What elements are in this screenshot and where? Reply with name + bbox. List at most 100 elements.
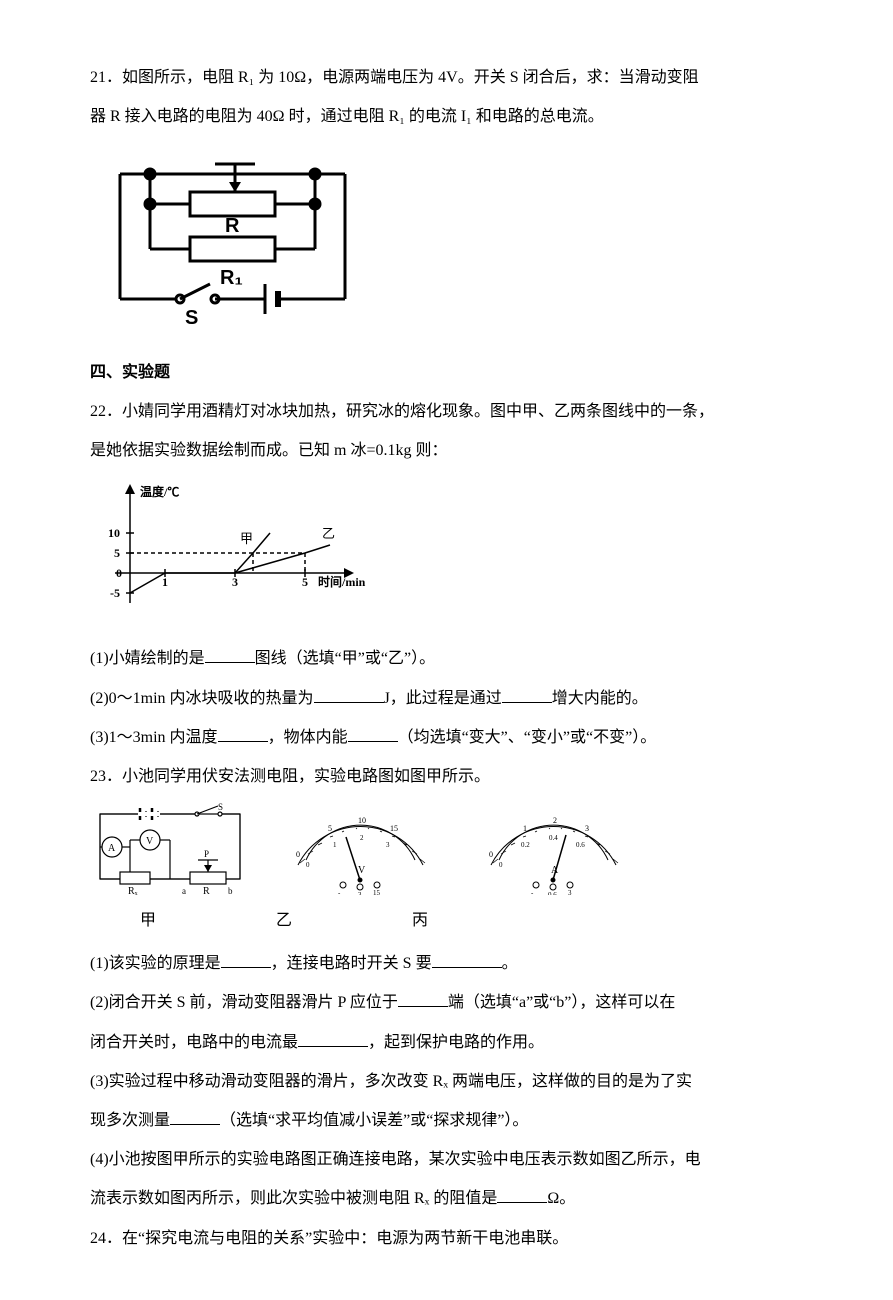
blank	[218, 726, 268, 742]
blank	[432, 952, 502, 968]
q23-sub3-l1: (3)实验过程中移动滑动变阻器的滑片，多次改变 Rₓ 两端电压，这样做的目的是为…	[90, 1064, 803, 1099]
y-axis-label: 温度/℃	[140, 484, 179, 499]
am-unit: A	[551, 865, 559, 876]
voltmeter-label: V	[146, 836, 154, 847]
b-label: b	[228, 886, 233, 896]
label-S: S	[185, 307, 198, 329]
q22-sub1-a: (1)小婧绘制的是	[90, 650, 205, 667]
vm-1: 1	[333, 841, 337, 849]
switch-label: S	[218, 802, 223, 812]
q23-sub4-b: 流表示数如图丙所示，则此次实验中被测电阻 Rₓ 的阻值是	[90, 1190, 497, 1207]
xtick-3: 3	[232, 575, 238, 589]
q23-figures-row: A V S Rₓ P a R b 0 5 10	[90, 802, 803, 897]
q23-sub4-l2: 流表示数如图丙所示，则此次实验中被测电阻 Rₓ 的阻值是 Ω。	[90, 1181, 803, 1216]
q23-figure-labels: 甲 乙 丙	[140, 903, 803, 938]
q23-sub2-l1: (2)闭合开关 S 前，滑动变阻器滑片 P 应位于 端（选填“a”或“b”），这样…	[90, 985, 803, 1020]
q21-line1: 21．如图所示，电阻 R₁ 为 10Ω，电源两端电压为 4V。开关 S 闭合后，…	[90, 60, 803, 95]
vm-0b: 0	[306, 861, 310, 869]
am-0a: 0	[489, 850, 493, 859]
r-label: R	[203, 886, 210, 897]
q22-sub1-b: 图线（选填“甲”或“乙”）。	[255, 650, 435, 667]
vm-term2: 3	[358, 891, 362, 895]
q23-sub3-l2: 现多次测量 （选填“求平均值减小误差”或“探求规律”）。	[90, 1103, 803, 1138]
blank	[314, 687, 384, 703]
blank	[497, 1187, 547, 1203]
q21-circuit-figure: R R₁ S	[90, 144, 803, 342]
q22-sub2-c: 增大内能的。	[552, 690, 648, 707]
rx-label: Rₓ	[128, 886, 138, 897]
q23-sub2-c: 闭合开关时，电路中的电流最	[90, 1034, 298, 1051]
am-04: 0.4	[549, 834, 558, 842]
blank	[398, 991, 448, 1007]
melting-chart-svg: 温度/℃ 时间/min 10 5 0 -5 1 3 5 甲 乙	[90, 478, 370, 618]
label-jia: 甲	[140, 903, 156, 938]
q23-sub2-d: ，起到保护电路的作用。	[368, 1034, 544, 1051]
vm-term1: -	[338, 889, 341, 895]
vm-term3: 15	[373, 889, 381, 895]
am-02: 0.2	[521, 841, 530, 849]
label-bing: 丙	[412, 903, 428, 938]
xtick-5: 5	[302, 575, 308, 589]
series-jia-label: 甲	[240, 531, 253, 546]
q22-sub2-b: J，此过程是通过	[384, 690, 502, 707]
series-yi-label: 乙	[322, 526, 335, 541]
q23-sub4-c: Ω。	[547, 1190, 575, 1207]
p-label: P	[204, 849, 209, 859]
q22-sub2: (2)0～1min 内冰块吸收的热量为 J，此过程是通过 增大内能的。	[90, 681, 803, 716]
q22-sub1: (1)小婧绘制的是 图线（选填“甲”或“乙”）。	[90, 641, 803, 676]
vm-0a: 0	[296, 850, 300, 859]
ytick-0: 0	[116, 566, 122, 580]
am-2: 2	[553, 816, 557, 825]
xtick-1: 1	[162, 575, 168, 589]
circuit-diagram-svg: R R₁ S	[90, 144, 370, 329]
q23-line1: 23．小池同学用伏安法测电阻，实验电路图如图甲所示。	[90, 759, 803, 794]
q24-line1: 24．在“探究电流与电阻的关系”实验中：电源为两节新干电池串联。	[90, 1221, 803, 1256]
blank	[170, 1109, 220, 1125]
q22-sub3: (3)1～3min 内温度 ，物体内能 （均选填“变大”、“变小”或“不变”）。	[90, 720, 803, 755]
q23-sub1: (1)该实验的原理是 ，连接电路时开关 S 要 。	[90, 946, 803, 981]
a-label: a	[182, 886, 186, 896]
q22-line1: 22．小婧同学用酒精灯对冰块加热，研究冰的熔化现象。图中甲、乙两条图线中的一条，	[90, 394, 803, 429]
ytick-m5: -5	[110, 586, 120, 600]
am-term3: 3	[568, 889, 572, 895]
blank	[298, 1031, 368, 1047]
q22-sub3-c: （均选填“变大”、“变小”或“不变”）。	[398, 729, 657, 746]
vm-2: 2	[360, 834, 364, 842]
vm-unit: V	[358, 865, 366, 876]
blank	[221, 952, 271, 968]
q23-sub3-b: 现多次测量	[90, 1112, 170, 1129]
q23-sub1-c: 。	[502, 955, 518, 972]
label-R1: R₁	[220, 267, 243, 289]
vm-10: 10	[358, 816, 366, 825]
q23-sub1-a: (1)该实验的原理是	[90, 955, 221, 972]
q23-sub2-b: 端（选填“a”或“b”），这样可以在	[448, 994, 676, 1011]
x-axis-label: 时间/min	[318, 574, 366, 589]
am-term2: 0.6	[548, 891, 557, 895]
label-R: R	[225, 215, 240, 237]
q23-circuit-svg: A V S Rₓ P a R b	[90, 802, 250, 897]
q22-sub3-b: ，物体内能	[268, 729, 348, 746]
q23-sub1-b: ，连接电路时开关 S 要	[271, 955, 432, 972]
q22-sub3-a: (3)1～3min 内温度	[90, 729, 218, 746]
ammeter-label: A	[108, 843, 116, 854]
q23-sub2-a: (2)闭合开关 S 前，滑动变阻器滑片 P 应位于	[90, 994, 398, 1011]
blank	[348, 726, 398, 742]
am-term1: -	[531, 889, 534, 895]
am-3: 3	[585, 824, 589, 833]
q22-chart-figure: 温度/℃ 时间/min 10 5 0 -5 1 3 5 甲 乙	[90, 478, 803, 631]
q23-sub3-c: （选填“求平均值减小误差”或“探求规律”）。	[220, 1112, 528, 1129]
blank	[502, 687, 552, 703]
q23-voltmeter-svg: 0 5 10 15 0 1 2 3 V - 3 15	[278, 805, 443, 895]
am-0b: 0	[499, 861, 503, 869]
am-06: 0.6	[576, 841, 585, 849]
ytick-10: 10	[108, 526, 120, 540]
q22-line2: 是她依据实验数据绘制而成。已知 m 冰=0.1kg 则：	[90, 433, 803, 468]
q23-sub4-l1: (4)小池按图甲所示的实验电路图正确连接电路，某次实验中电压表示数如图乙所示，电	[90, 1142, 803, 1177]
ytick-5: 5	[114, 546, 120, 560]
q21-line2: 器 R 接入电路的电阻为 40Ω 时，通过电阻 R₁ 的电流 I₁ 和电路的总电…	[90, 99, 803, 134]
q22-sub2-a: (2)0～1min 内冰块吸收的热量为	[90, 690, 314, 707]
label-yi: 乙	[276, 903, 292, 938]
vm-5: 5	[328, 824, 332, 833]
section-4-heading: 四、实验题	[90, 355, 803, 390]
am-1: 1	[523, 824, 527, 833]
